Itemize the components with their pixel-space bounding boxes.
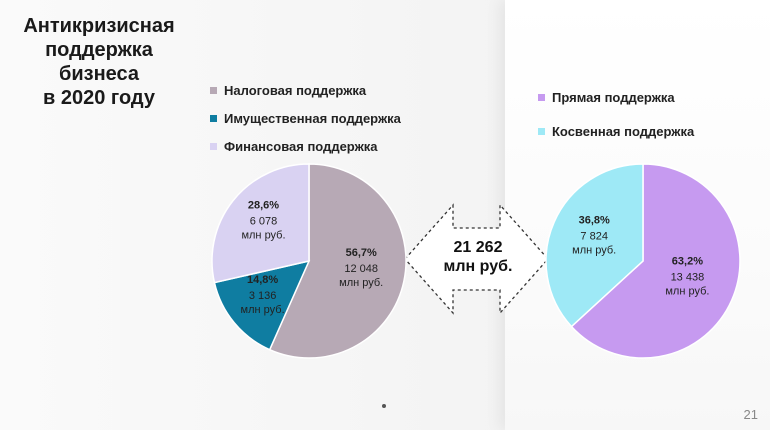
pie-slice <box>268 163 407 359</box>
slice-percent-label: 28,6% <box>248 200 279 212</box>
arrow-outline <box>404 203 549 315</box>
slice-value-label: 13 438 <box>671 272 705 284</box>
pie-slice <box>545 163 644 328</box>
slice-percent-label: 14,8% <box>247 274 278 286</box>
slice-unit-label: млн руб. <box>241 304 285 316</box>
legend-swatch <box>538 128 545 135</box>
legend-label: Финансовая поддержка <box>224 139 378 154</box>
decorative-dot <box>382 404 386 408</box>
legend-swatch <box>210 115 217 122</box>
pie-slice <box>211 163 310 284</box>
title-line: поддержка <box>45 39 153 61</box>
legend-label: Косвенная поддержка <box>552 124 695 139</box>
slice-percent-label: 56,7% <box>346 247 377 259</box>
legend-item-financial: Финансовая поддержка <box>210 139 401 167</box>
slice-value-label: 3 136 <box>249 290 277 302</box>
pie-slice <box>570 163 741 359</box>
total-amount: 21 262 млн руб. <box>428 238 528 276</box>
legend-swatch <box>210 87 217 94</box>
slice-percent-label: 36,8% <box>579 215 610 227</box>
pie-slice <box>213 259 311 351</box>
legend-item-indirect: Косвенная поддержка <box>538 124 694 158</box>
page-number: 21 <box>743 407 758 422</box>
right-chart-legend: Прямая поддержка Косвенная поддержка <box>538 90 694 158</box>
slice-unit-label: млн руб. <box>572 245 616 257</box>
legend-item-direct: Прямая поддержка <box>538 90 694 124</box>
slice-unit-label: млн руб. <box>241 230 285 242</box>
legend-label: Налоговая поддержка <box>224 83 367 98</box>
left-pie-chart: 56,7% 12 048 млн руб. 14,8% 3 136 млн руб. 28,… <box>211 163 407 359</box>
double-arrow-icon <box>404 203 549 315</box>
slice-value-label: 12 048 <box>344 263 378 275</box>
right-pie-chart: 63,2% 13 438 млн руб. 36,8% 7 824 млн руб. <box>545 163 741 359</box>
legend-label: Прямая поддержка <box>552 90 675 105</box>
slice-value-label: 6 078 <box>250 216 278 228</box>
legend-swatch <box>210 143 217 150</box>
legend-item-property: Имущественная поддержка <box>210 111 401 139</box>
legend-swatch <box>538 94 545 101</box>
left-chart-legend: Налоговая поддержка Имущественная поддер… <box>210 83 401 167</box>
total-value: 21 262 <box>453 239 503 256</box>
title-line: Антикризисная <box>23 15 175 37</box>
title-line: в 2020 году <box>43 87 155 109</box>
legend-item-tax: Налоговая поддержка <box>210 83 401 111</box>
slice-unit-label: млн руб. <box>665 286 709 298</box>
title-line: бизнеса <box>58 63 140 85</box>
slice-unit-label: млн руб. <box>339 277 383 289</box>
slide-title: Антикризисная поддержка бизнеса в 2020 г… <box>14 14 184 110</box>
slice-percent-label: 63,2% <box>672 256 703 268</box>
slice-value-label: 7 824 <box>580 231 608 243</box>
total-unit: млн руб. <box>443 258 513 275</box>
legend-label: Имущественная поддержка <box>224 111 401 126</box>
